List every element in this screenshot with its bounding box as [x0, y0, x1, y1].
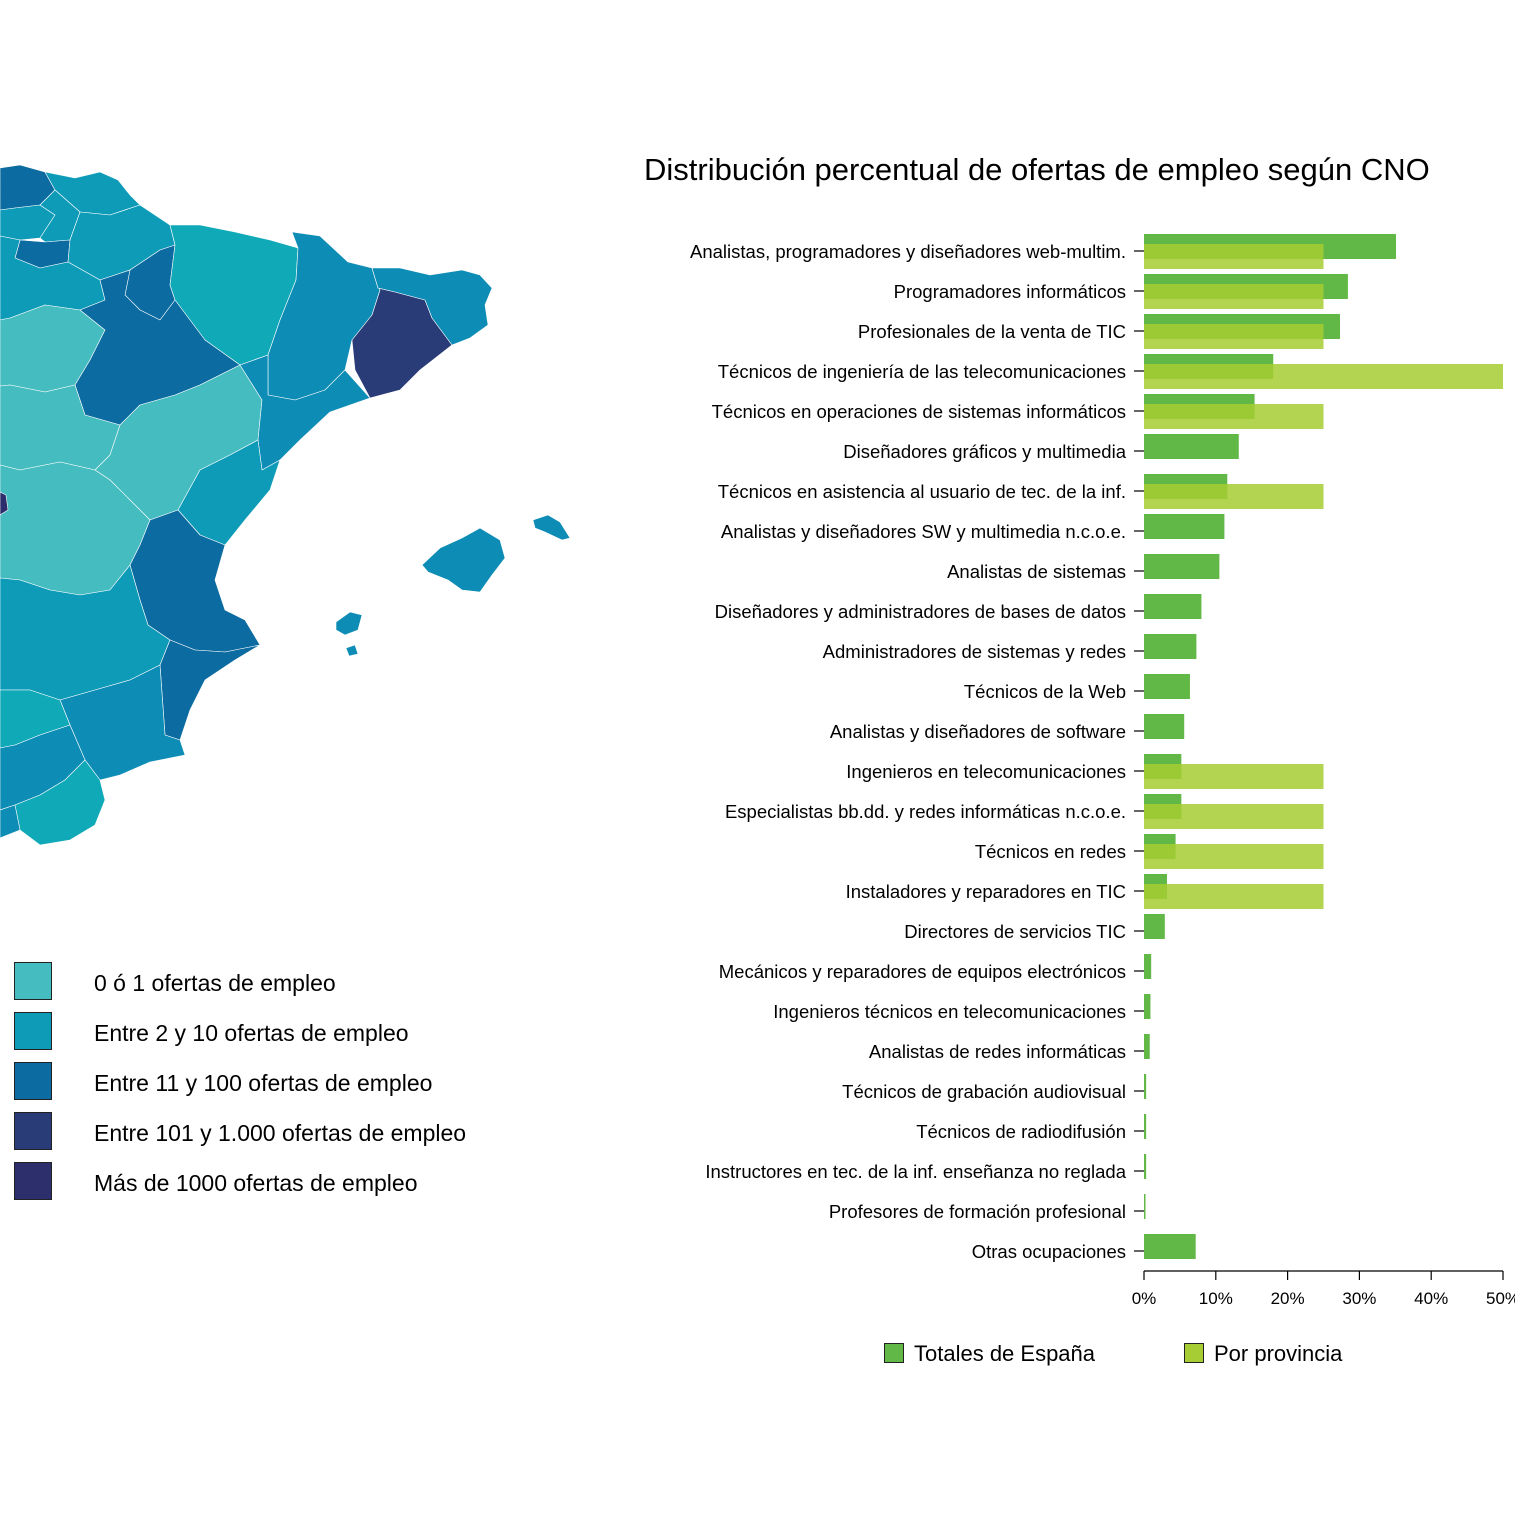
y-tick-label: Instaladores y reparadores en TIC	[846, 881, 1126, 902]
y-tick-label: Ingenieros en telecomunicaciones	[846, 761, 1126, 782]
legend-swatch	[14, 1112, 52, 1150]
bar-por-provincia	[1144, 284, 1324, 309]
y-tick-label: Instructores en tec. de la inf. enseñanz…	[705, 1161, 1126, 1182]
spain-province-map	[0, 164, 571, 846]
bar-por-provincia	[1144, 764, 1324, 789]
bar-totales-espana	[1144, 594, 1202, 619]
x-tick-label: 40%	[1414, 1289, 1448, 1308]
bar-totales-espana	[1144, 674, 1190, 699]
map-region[interactable]	[532, 514, 571, 541]
y-tick-label: Administradores de sistemas y redes	[823, 641, 1126, 662]
y-tick-label: Diseñadores y administradores de bases d…	[715, 601, 1126, 622]
y-tick-label: Analistas de redes informáticas	[869, 1041, 1126, 1062]
bar-totales-espana	[1144, 1034, 1150, 1059]
bar-por-provincia	[1144, 884, 1324, 909]
y-tick-label: Profesores de formación profesional	[829, 1201, 1126, 1222]
bar-totales-espana	[1144, 554, 1220, 579]
y-tick-label: Analistas y diseñadores de software	[830, 721, 1126, 742]
x-tick-label: 20%	[1271, 1289, 1305, 1308]
y-tick-label: Analistas, programadores y diseñadores w…	[690, 241, 1126, 262]
legend-label: Entre 2 y 10 ofertas de empleo	[94, 1020, 409, 1046]
map-region[interactable]	[0, 491, 9, 516]
x-tick-label: 10%	[1199, 1289, 1233, 1308]
bar-por-provincia	[1144, 324, 1324, 349]
series-legend-label: Totales de España	[914, 1341, 1096, 1366]
y-tick-label: Otras ocupaciones	[972, 1241, 1126, 1262]
y-tick-label: Técnicos de la Web	[964, 681, 1126, 702]
chart-title: Distribución percentual de ofertas de em…	[644, 152, 1430, 187]
map-region[interactable]	[371, 267, 493, 346]
y-tick-label: Técnicos de radiodifusión	[916, 1121, 1126, 1142]
map-region[interactable]	[335, 611, 363, 636]
bar-totales-espana	[1144, 1194, 1146, 1219]
map-region[interactable]	[177, 439, 281, 546]
legend-swatch	[14, 1012, 52, 1050]
legend-swatch	[14, 1062, 52, 1100]
y-tick-label: Técnicos en asistencia al usuario de tec…	[718, 481, 1126, 502]
map-region[interactable]	[345, 644, 359, 657]
y-tick-label: Analistas y diseñadores SW y multimedia …	[721, 521, 1126, 542]
y-tick-label: Analistas de sistemas	[947, 561, 1126, 582]
y-tick-label: Diseñadores gráficos y multimedia	[843, 441, 1126, 462]
bar-totales-espana	[1144, 1154, 1147, 1179]
bar-por-provincia	[1144, 844, 1324, 869]
bar-totales-espana	[1144, 1074, 1147, 1099]
y-tick-label: Ingenieros técnicos en telecomunicacione…	[773, 1001, 1126, 1022]
bar-totales-espana	[1144, 714, 1185, 739]
bar-totales-espana	[1144, 1234, 1196, 1259]
y-tick-label: Técnicos en redes	[975, 841, 1126, 862]
x-tick-label: 50%	[1486, 1289, 1515, 1308]
x-tick-label: 0%	[1132, 1289, 1157, 1308]
bar-por-provincia	[1144, 484, 1324, 509]
map-region[interactable]	[267, 231, 381, 401]
series-legend-swatch	[884, 1343, 904, 1363]
y-tick-label: Mecánicos y reparadores de equipos elect…	[719, 961, 1126, 982]
bar-totales-espana	[1144, 994, 1151, 1019]
y-tick-label: Técnicos en operaciones de sistemas info…	[712, 401, 1126, 422]
legend-label: Entre 11 y 100 ofertas de empleo	[94, 1070, 433, 1096]
legend-swatch	[14, 962, 52, 1000]
y-tick-label: Técnicos de grabación audiovisual	[842, 1081, 1126, 1102]
bar-totales-espana	[1144, 1114, 1147, 1139]
y-tick-label: Profesionales de la venta de TIC	[858, 321, 1126, 342]
bar-totales-espana	[1144, 954, 1152, 979]
map-region[interactable]	[421, 527, 506, 593]
bar-totales-espana	[1144, 434, 1239, 459]
y-tick-label: Técnicos de ingeniería de las telecomuni…	[718, 361, 1126, 382]
bar-por-provincia	[1144, 804, 1324, 829]
series-legend-label: Por provincia	[1214, 1341, 1343, 1366]
bar-totales-espana	[1144, 634, 1197, 659]
x-tick-label: 30%	[1342, 1289, 1376, 1308]
bar-totales-espana	[1144, 514, 1225, 539]
legend-label: Entre 101 y 1.000 ofertas de empleo	[94, 1120, 467, 1146]
legend-label: 0 ó 1 ofertas de empleo	[94, 970, 336, 996]
y-tick-label: Programadores informáticos	[894, 281, 1126, 302]
y-tick-label: Especialistas bb.dd. y redes informática…	[725, 801, 1126, 822]
legend-swatch	[14, 1162, 52, 1200]
bar-por-provincia	[1144, 404, 1324, 429]
bar-totales-espana	[1144, 914, 1165, 939]
bar-por-provincia	[1144, 364, 1503, 389]
legend-label: Más de 1000 ofertas de empleo	[94, 1170, 418, 1196]
series-legend-swatch	[1184, 1343, 1204, 1363]
bar-por-provincia	[1144, 244, 1324, 269]
map-region[interactable]	[0, 804, 21, 839]
y-tick-label: Directores de servicios TIC	[904, 921, 1126, 942]
